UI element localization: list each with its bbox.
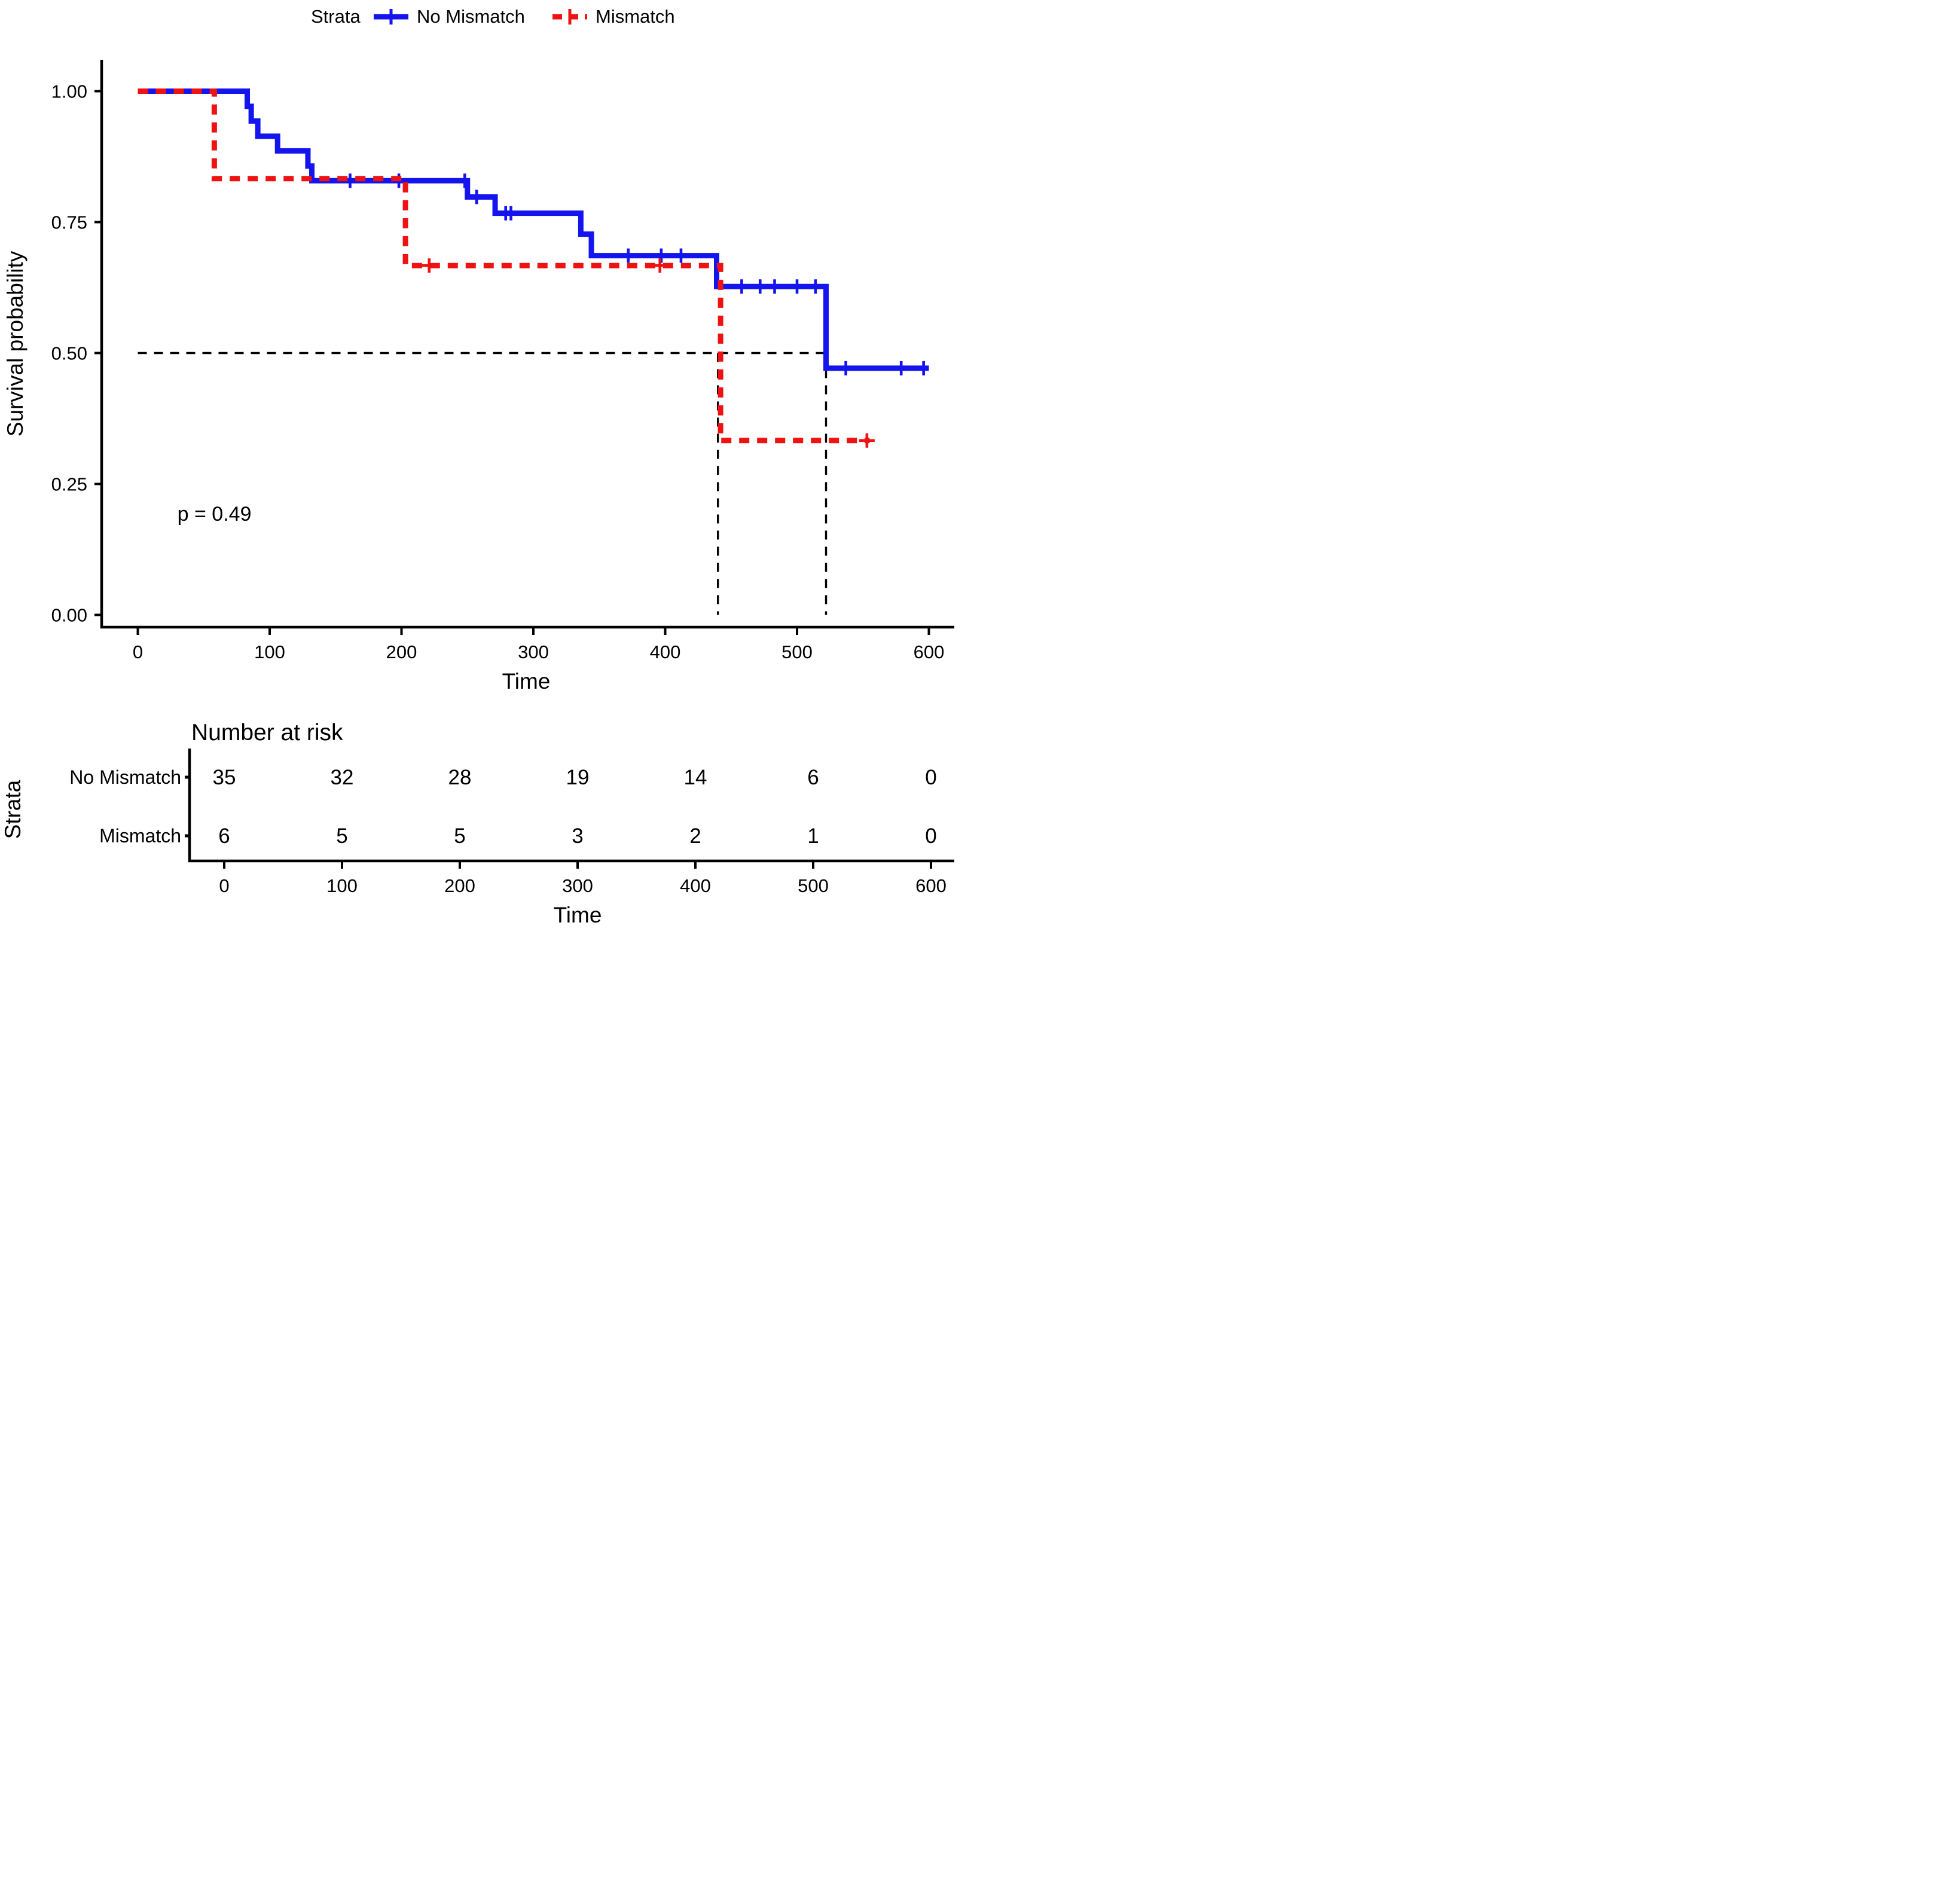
risk-value: 2 bbox=[689, 824, 701, 848]
y-tick-label: 0.75 bbox=[51, 212, 87, 233]
risk-x-tick-label: 600 bbox=[915, 875, 947, 896]
risk-row-label-mismatch: Mismatch bbox=[99, 825, 181, 847]
y-tick-label: 0.50 bbox=[51, 343, 87, 364]
risk-value: 3 bbox=[572, 824, 583, 848]
x-tick-label: 500 bbox=[781, 642, 813, 662]
risk-value: 19 bbox=[566, 766, 590, 789]
legend-key-no-mismatch bbox=[374, 9, 408, 25]
km-step-path bbox=[138, 88, 929, 371]
risk-value: 0 bbox=[925, 766, 936, 789]
risk-value: 0 bbox=[925, 824, 936, 848]
risk-x-tick-label: 400 bbox=[680, 875, 711, 896]
legend-title: Strata bbox=[311, 6, 361, 27]
risk-value: 28 bbox=[448, 766, 472, 789]
risk-value: 6 bbox=[807, 766, 819, 789]
risk-x-tick-label: 0 bbox=[219, 875, 229, 896]
risk-x-tick-label: 500 bbox=[798, 875, 829, 896]
km-survival-figure: Strata No Mismatch Mismatch 0.00 0.25 0.50 0.7… bbox=[0, 0, 980, 948]
x-tick-label: 400 bbox=[650, 642, 681, 662]
x-tick-label: 300 bbox=[518, 642, 549, 662]
risk-value: 5 bbox=[336, 824, 347, 848]
y-tick-label: 0.25 bbox=[51, 474, 87, 495]
y-tick-label: 0.00 bbox=[51, 605, 87, 626]
risk-value: 32 bbox=[331, 766, 354, 789]
legend-label: No Mismatch bbox=[417, 6, 525, 27]
survival-chart: Strata No Mismatch Mismatch 0.00 0.25 0.50 0.7… bbox=[1, 6, 954, 927]
risk-value: 35 bbox=[213, 766, 236, 789]
risk-x-axis-title: Time bbox=[554, 903, 602, 927]
x-axis-title: Time bbox=[502, 669, 551, 694]
x-tick-label: 200 bbox=[386, 642, 417, 662]
x-tick-label: 0 bbox=[133, 642, 143, 662]
risk-table-title: Number at risk bbox=[191, 720, 343, 746]
risk-x-tick-label: 300 bbox=[562, 875, 593, 896]
km-curve-no-mismatch bbox=[138, 88, 929, 375]
p-value-annotation: p = 0.49 bbox=[178, 503, 252, 526]
risk-value: 6 bbox=[218, 824, 230, 848]
y-axis-title: Survival probability bbox=[3, 251, 28, 436]
x-tick-label: 100 bbox=[254, 642, 285, 662]
risk-value: 5 bbox=[454, 824, 465, 848]
risk-value: 1 bbox=[807, 824, 819, 848]
legend-key-mismatch bbox=[552, 9, 587, 25]
y-tick-label: 1.00 bbox=[51, 81, 87, 102]
risk-x-tick-label: 100 bbox=[326, 875, 358, 896]
x-tick-label: 600 bbox=[914, 642, 945, 662]
risk-strata-axis-title: Strata bbox=[1, 780, 25, 839]
risk-x-tick-label: 200 bbox=[444, 875, 475, 896]
risk-row-label-no-mismatch: No Mismatch bbox=[69, 766, 181, 788]
risk-value: 14 bbox=[684, 766, 707, 789]
km-step-path bbox=[138, 88, 870, 444]
legend-label: Mismatch bbox=[596, 6, 675, 27]
km-curve-mismatch bbox=[138, 88, 875, 448]
